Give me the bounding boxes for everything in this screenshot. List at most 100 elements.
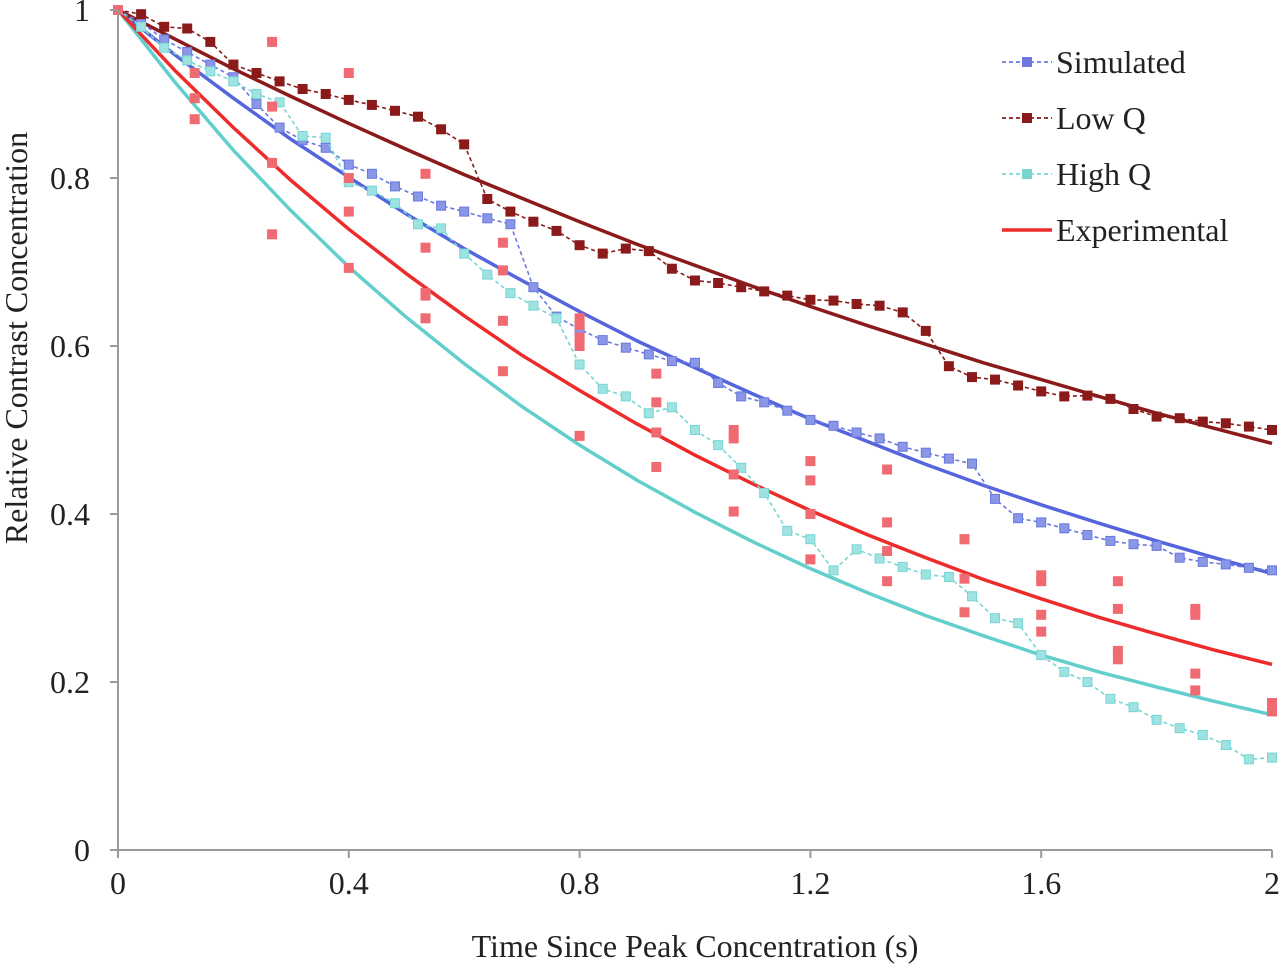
data-point (497, 315, 508, 326)
data-point (690, 357, 700, 368)
data-point (1151, 411, 1162, 422)
data-point (413, 111, 423, 122)
data-point (597, 335, 608, 346)
data-point (189, 68, 200, 78)
data-point (420, 242, 431, 253)
y-axis: 0 0.2 0.4 0.6 0.8 1 (50, 0, 119, 868)
data-point (805, 294, 816, 305)
data-point (805, 534, 816, 545)
data-point (1174, 723, 1185, 734)
data-point (874, 553, 885, 564)
fit-curve-line (116, 8, 1273, 667)
data-point (551, 313, 562, 324)
data-point (1059, 391, 1070, 402)
data-point (805, 475, 816, 486)
data-point (1267, 706, 1277, 717)
data-point (1105, 393, 1116, 404)
data-point (1197, 416, 1208, 427)
data-point (920, 447, 931, 458)
data-point (228, 59, 239, 70)
data-point (251, 99, 262, 110)
data-point (482, 269, 493, 280)
data-point (782, 290, 793, 301)
data-point (651, 462, 662, 472)
data-point (897, 307, 908, 318)
data-point (574, 341, 585, 351)
data-point (666, 356, 677, 367)
data-point (959, 534, 970, 545)
data-point (528, 300, 539, 311)
data-point (320, 89, 331, 99)
legend-swatch-marker (1022, 113, 1032, 123)
data-point (436, 223, 447, 234)
y-tick-label: 0.8 (50, 160, 90, 196)
data-point (159, 42, 170, 53)
x-tick-label: 2 (1264, 865, 1280, 901)
data-point (459, 139, 470, 150)
data-point (1243, 754, 1254, 765)
data-point (1059, 523, 1070, 534)
legend-label: Low Q (1056, 100, 1146, 136)
data-point (713, 440, 724, 451)
data-point (943, 453, 954, 464)
data-point (320, 132, 331, 143)
data-point (1267, 425, 1277, 435)
y-axis-title: Relative Contrast Concentration (0, 132, 34, 544)
fit-curve-line (117, 8, 1273, 446)
data-point (574, 359, 585, 370)
data-point (205, 66, 216, 77)
data-point (497, 366, 508, 377)
data-point (366, 168, 377, 179)
data-point (620, 243, 631, 254)
data-point (274, 122, 285, 133)
data-point (505, 288, 516, 299)
data-point (1036, 570, 1047, 581)
data-point (420, 290, 431, 301)
data-point (136, 21, 147, 32)
data-point (959, 573, 970, 584)
data-point (1243, 562, 1254, 573)
data-point (1036, 609, 1047, 620)
data-point (882, 517, 893, 528)
data-point (1174, 552, 1185, 563)
data-point (759, 397, 770, 408)
data-point (390, 105, 400, 116)
data-point (505, 206, 516, 217)
data-point (267, 101, 278, 112)
data-point (497, 265, 508, 276)
data-point (182, 23, 193, 34)
y-tick-label: 1 (74, 0, 90, 28)
data-point (343, 94, 354, 105)
data-point (620, 391, 631, 402)
data-point (1036, 576, 1047, 587)
data-point (943, 572, 954, 582)
data-point (620, 342, 631, 353)
data-point (851, 427, 862, 438)
data-point (597, 383, 608, 394)
data-point (182, 55, 193, 66)
data-point (459, 248, 470, 259)
data-point (1220, 559, 1231, 570)
x-tick-label: 1.6 (1021, 865, 1061, 901)
data-point (1036, 650, 1047, 661)
data-point (882, 576, 893, 587)
data-point (828, 295, 839, 306)
data-point (1190, 685, 1201, 696)
data-point (759, 286, 770, 297)
x-tick-label: 0 (110, 865, 126, 901)
data-point (1013, 618, 1024, 629)
data-point (459, 206, 470, 217)
data-point (420, 168, 431, 179)
data-point (897, 441, 908, 452)
data-point (666, 263, 677, 274)
data-point (713, 378, 724, 388)
data-point (1059, 666, 1070, 677)
data-point (482, 213, 493, 224)
y-tick-label: 0.6 (50, 328, 90, 364)
data-point (343, 173, 354, 183)
data-point (1267, 565, 1277, 576)
data-point (297, 84, 308, 94)
data-point (805, 509, 816, 519)
data-point (1197, 729, 1208, 740)
legend-label: Simulated (1056, 44, 1186, 80)
